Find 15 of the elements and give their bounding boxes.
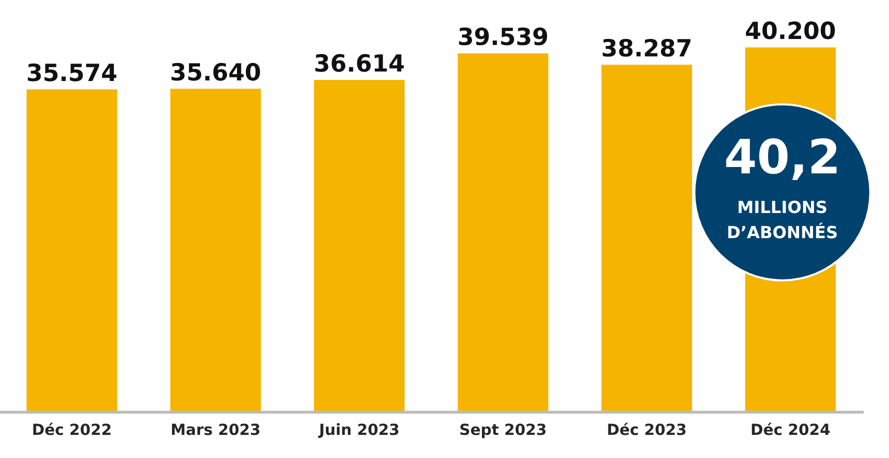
data-label: 36.614 [315,54,404,72]
annotation: 40,2 [726,138,836,180]
annotation: D’ABONNÉS [728,222,837,238]
data-label: 40.200 [746,21,835,40]
x-tick-label: Sept 2023 [460,424,546,438]
data-label: 35.574 [28,63,116,82]
annotation: MILLIONS [738,200,826,214]
x-tick-label: Déc 2023 [608,422,686,436]
x-tick-label: Juin 2023 [318,423,398,438]
x-tick-label: Mars 2023 [172,424,260,436]
x-tick-label: Déc 2022 [33,422,111,436]
x-tick-label: Déc 2024 [752,422,830,436]
data-label: 35.640 [172,62,260,81]
data-label: 39.539 [459,27,548,46]
data-label: 38.287 [602,38,690,57]
